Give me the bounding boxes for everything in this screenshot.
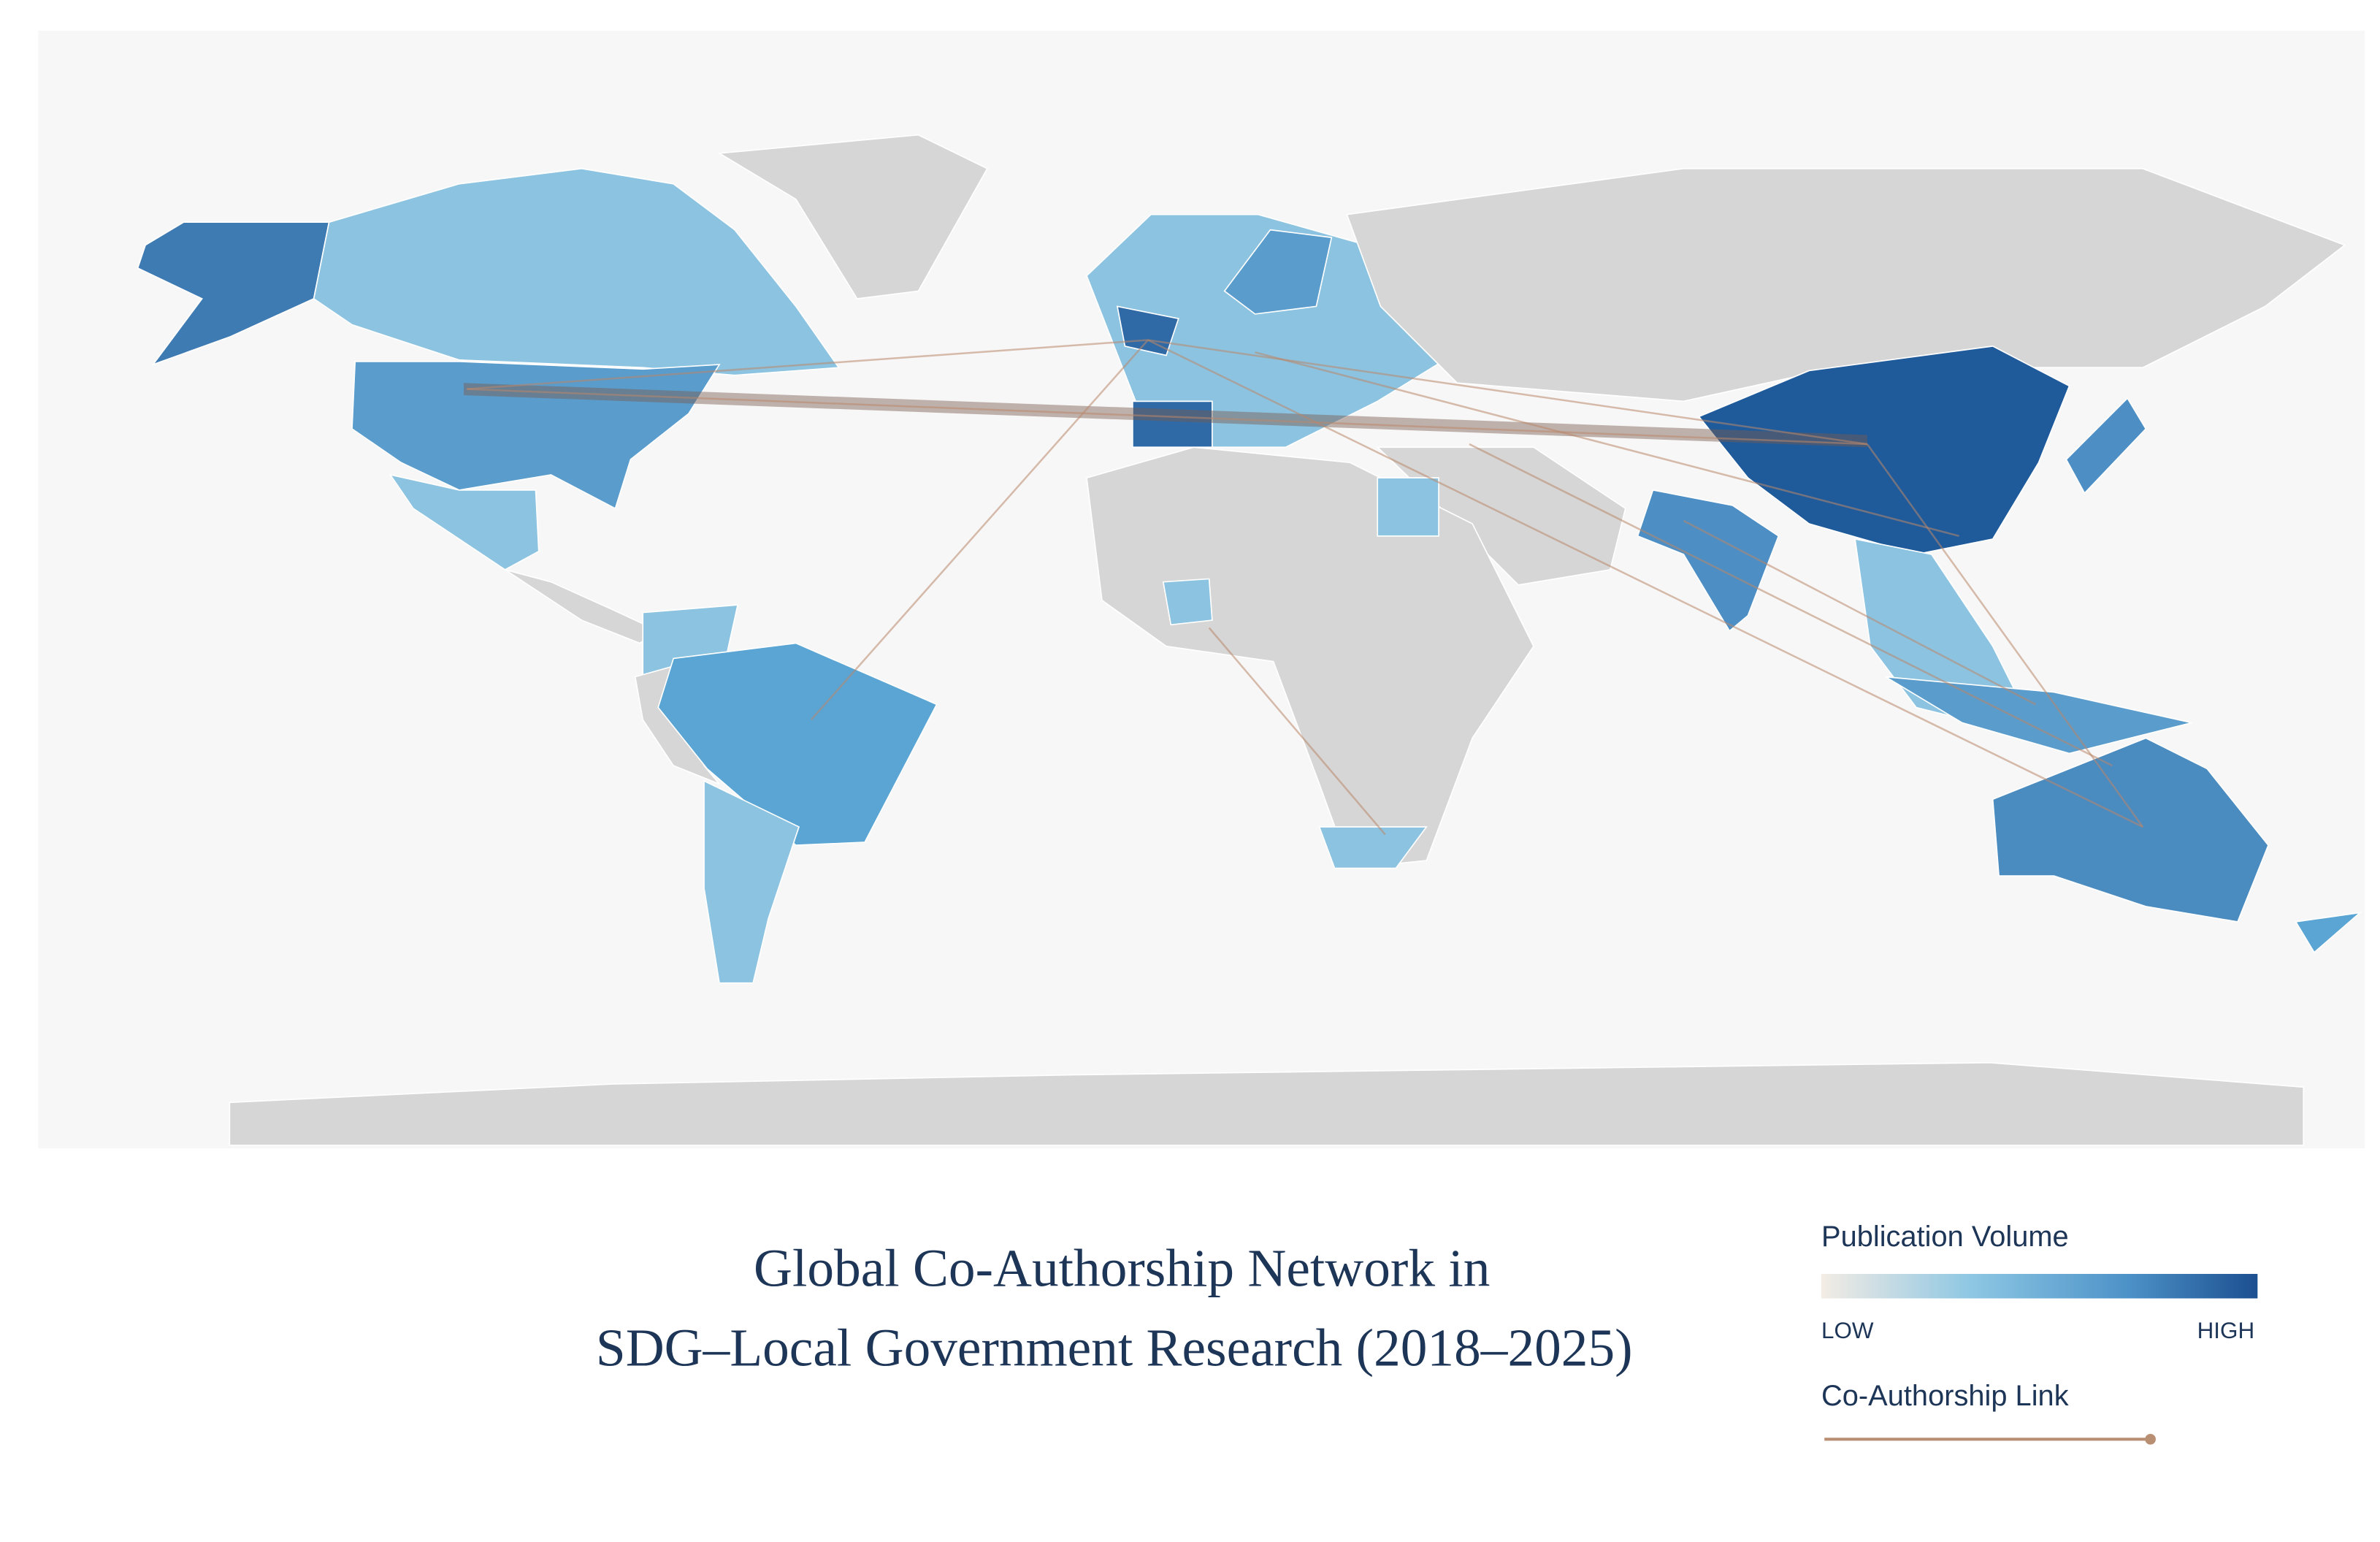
link	[1255, 351, 1959, 538]
legend-link-dot	[2145, 1433, 2156, 1445]
title-line: SDG–Local Government Research (2018–2025…	[596, 1318, 1633, 1378]
link	[1147, 339, 2143, 828]
australia	[1991, 737, 2269, 923]
usa	[351, 361, 721, 510]
russia	[1346, 167, 2346, 402]
indonesia	[1885, 676, 2192, 755]
scandinavia	[1223, 229, 1333, 315]
legend-title: Publication Volume	[1821, 1221, 2069, 1253]
co-authorship-links	[464, 339, 2144, 836]
mexico	[389, 473, 540, 570]
title-line: Global Co-Authorship Network in	[754, 1239, 1490, 1298]
legend-high: HIGH	[2197, 1318, 2255, 1343]
canada	[313, 167, 841, 376]
africa	[1086, 446, 1534, 869]
south-africa	[1318, 826, 1428, 869]
world-map	[137, 134, 2362, 1146]
link	[1469, 443, 2113, 767]
link	[1208, 627, 1386, 836]
india	[1637, 489, 1780, 633]
link	[810, 339, 1149, 721]
antarctica	[229, 1061, 2305, 1146]
alaska	[137, 221, 330, 366]
japan	[2065, 397, 2147, 495]
legend-gradient	[1821, 1273, 2258, 1299]
nigeria	[1162, 578, 1213, 626]
greenland	[717, 134, 988, 299]
link	[1683, 519, 2037, 706]
legend-low: LOW	[1821, 1318, 1874, 1343]
link	[467, 388, 1867, 446]
china	[1698, 346, 2070, 555]
egypt	[1377, 477, 1439, 537]
legend-link-label: Co-Authorship Link	[1821, 1380, 2069, 1412]
link	[1866, 443, 2144, 828]
new-zealand	[2295, 912, 2362, 954]
iberia	[1132, 400, 1213, 449]
brazil	[657, 642, 938, 846]
link	[1147, 339, 1868, 446]
argentina	[703, 779, 800, 984]
link	[467, 339, 1148, 390]
